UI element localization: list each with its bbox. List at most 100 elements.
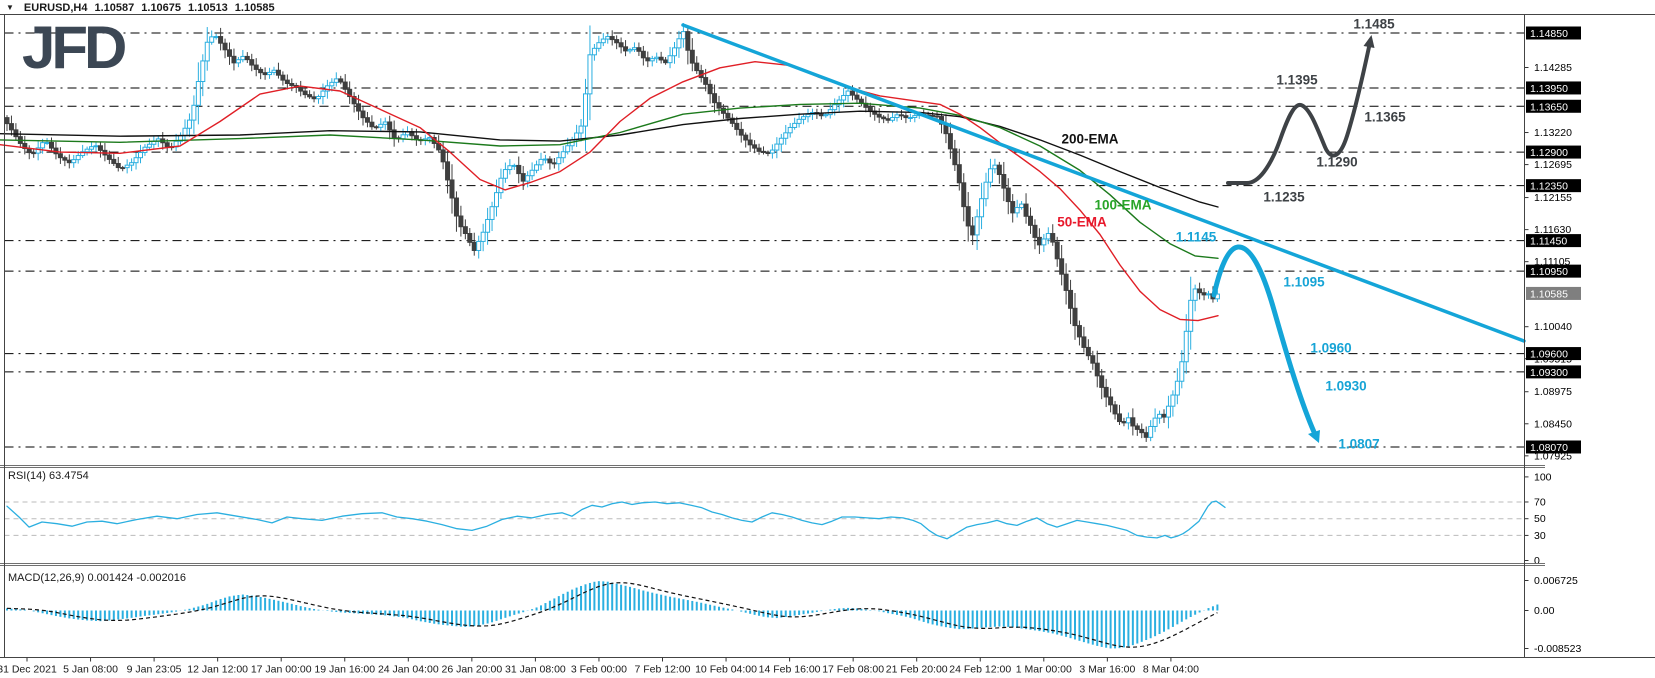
axis-tick-label: 1.12155 bbox=[1534, 192, 1572, 204]
candle bbox=[1059, 258, 1065, 275]
macd-name: MACD(12,26,9) bbox=[8, 572, 85, 584]
bearish-projection-arrowhead bbox=[1308, 430, 1320, 443]
candle bbox=[1036, 236, 1042, 246]
candle bbox=[120, 167, 126, 170]
candle bbox=[356, 103, 362, 112]
candle bbox=[801, 116, 807, 120]
candle bbox=[934, 115, 940, 118]
descending-trendline[interactable] bbox=[681, 23, 1526, 343]
time-tick-label: 21 Feb 20:00 bbox=[886, 664, 948, 676]
candle bbox=[89, 146, 95, 150]
rsi-axis-label: 0 bbox=[1534, 555, 1540, 567]
candle bbox=[898, 114, 904, 117]
symbol-dropdown-icon[interactable]: ▼ bbox=[6, 3, 14, 12]
candle bbox=[476, 240, 482, 251]
candle bbox=[8, 123, 14, 131]
candle bbox=[672, 47, 677, 57]
candle bbox=[845, 90, 851, 96]
candle bbox=[129, 162, 135, 166]
candle bbox=[480, 231, 486, 242]
bearish-projection[interactable] bbox=[1211, 244, 1320, 443]
rsi-value: 63.4754 bbox=[48, 470, 89, 482]
price-annotation: 1.1395 bbox=[1276, 73, 1318, 88]
macd-axis-label: -0.008523 bbox=[1534, 643, 1581, 655]
candle bbox=[525, 175, 531, 182]
price-badge-label: 1.14850 bbox=[1530, 28, 1568, 40]
ema-200-line bbox=[0, 110, 1219, 208]
price-badge bbox=[1526, 179, 1581, 193]
candle bbox=[881, 116, 887, 120]
candle bbox=[13, 129, 19, 138]
candle bbox=[1143, 432, 1149, 438]
candle bbox=[738, 128, 744, 136]
candle bbox=[734, 122, 740, 130]
macd-indicator-label: MACD(12,26,9) 0.001424 -0.002016 bbox=[8, 572, 186, 584]
candle bbox=[1197, 288, 1203, 294]
axis-tick-label: 1.10040 bbox=[1534, 321, 1572, 333]
candle bbox=[387, 121, 393, 131]
candle bbox=[649, 58, 655, 62]
axis-tick-label: 1.14285 bbox=[1534, 62, 1572, 74]
candle bbox=[271, 69, 277, 73]
candle bbox=[213, 36, 219, 39]
candle bbox=[623, 46, 629, 52]
candle bbox=[280, 74, 286, 81]
bullish-projection[interactable] bbox=[1226, 35, 1375, 185]
bullish-projection-arrowhead bbox=[1363, 35, 1375, 48]
candle bbox=[191, 104, 197, 121]
candle bbox=[841, 94, 847, 101]
candle bbox=[689, 49, 695, 64]
candle bbox=[4, 117, 10, 125]
candle bbox=[445, 161, 451, 181]
candle bbox=[222, 42, 228, 51]
rsi-panel[interactable]: 100 70 50 30 0 bbox=[4, 471, 1552, 567]
candle bbox=[538, 158, 544, 166]
candle bbox=[1023, 203, 1029, 217]
candle bbox=[44, 141, 50, 144]
candle bbox=[716, 102, 722, 109]
price-annotation: 1.1235 bbox=[1263, 190, 1305, 205]
price-annotation: 1.0960 bbox=[1310, 341, 1351, 356]
candles[interactable] bbox=[4, 23, 1220, 442]
macd-signal-line bbox=[6, 582, 1218, 648]
candle bbox=[93, 145, 99, 148]
time-tick-label: 26 Jan 20:00 bbox=[441, 664, 502, 676]
time-axis[interactable]: 31 Dec 2021 5 Jan 08:00 9 Jan 23:05 12 Jan … bbox=[0, 657, 1199, 676]
candle bbox=[449, 179, 455, 199]
candle bbox=[520, 173, 526, 182]
candle bbox=[1125, 417, 1131, 424]
price-annotation: 1.1290 bbox=[1316, 155, 1357, 170]
candle bbox=[333, 78, 339, 83]
candle bbox=[965, 206, 971, 227]
candle bbox=[115, 162, 121, 169]
candle bbox=[471, 241, 477, 251]
time-tick-label: 19 Jan 16:00 bbox=[314, 664, 375, 676]
candle bbox=[609, 36, 615, 41]
price-badge-label: 1.08070 bbox=[1530, 442, 1568, 454]
candle bbox=[218, 36, 224, 44]
candle bbox=[146, 143, 152, 148]
candle bbox=[578, 125, 584, 134]
candle bbox=[200, 60, 206, 83]
candle bbox=[1152, 417, 1158, 427]
candle bbox=[138, 151, 143, 159]
price-annotation: 1.1485 bbox=[1353, 17, 1395, 32]
candle bbox=[1174, 380, 1180, 396]
candle bbox=[1041, 238, 1047, 246]
price-badge-label: 1.10950 bbox=[1530, 266, 1568, 278]
macd-panel[interactable]: 0.006725 0.00 -0.008523 bbox=[6, 575, 1581, 655]
price-badge bbox=[1526, 365, 1581, 379]
time-tick-label: 3 Feb 00:00 bbox=[571, 664, 627, 676]
candle bbox=[275, 69, 281, 76]
candle bbox=[84, 148, 90, 153]
candle bbox=[663, 59, 669, 64]
candle bbox=[765, 151, 771, 154]
price-annotation: 1.0807 bbox=[1338, 437, 1379, 452]
candle bbox=[836, 99, 842, 106]
candle bbox=[631, 47, 637, 51]
quote-open: 1.10587 bbox=[94, 1, 135, 14]
candle bbox=[1103, 386, 1109, 398]
candle bbox=[614, 39, 620, 44]
bullish-projection-path bbox=[1226, 45, 1371, 185]
